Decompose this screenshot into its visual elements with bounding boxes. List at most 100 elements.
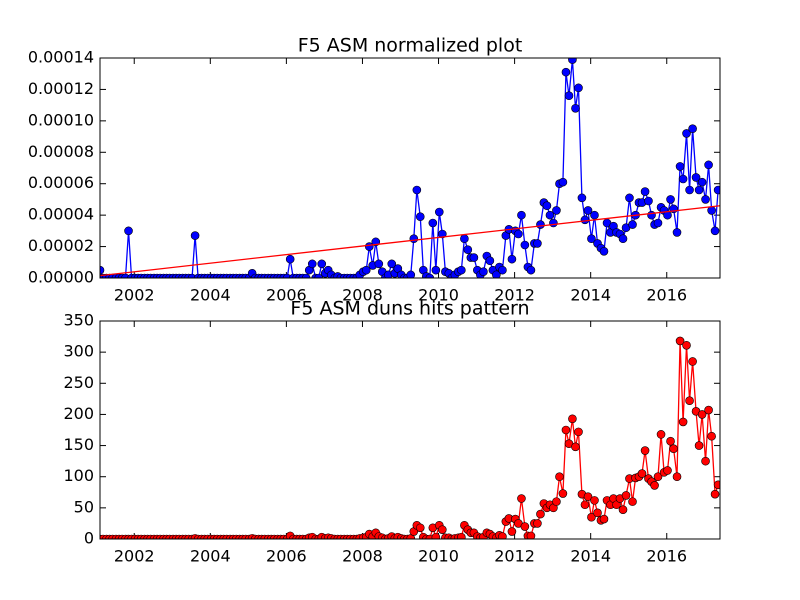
marker	[628, 497, 637, 506]
x-tick-label: 2002	[114, 286, 155, 305]
marker	[317, 259, 327, 269]
marker	[100, 265, 105, 275]
marker	[628, 220, 637, 229]
marker	[682, 129, 691, 138]
marker	[571, 103, 580, 113]
x-tick-label: 2004	[190, 286, 231, 305]
marker	[682, 340, 691, 350]
marker	[666, 436, 675, 446]
x-tick-label: 2010	[418, 547, 459, 566]
marker	[314, 273, 324, 278]
marker	[688, 124, 697, 134]
marker	[599, 246, 609, 256]
marker	[675, 336, 685, 346]
marker	[428, 218, 438, 228]
marker	[666, 195, 675, 204]
axes-frame	[99, 57, 721, 279]
y-tick-label: 0.00008	[28, 142, 94, 161]
y-tick-label: 50	[74, 497, 94, 516]
marker	[599, 514, 609, 524]
x-tick-label: 2006	[266, 547, 307, 566]
marker	[571, 442, 580, 452]
marker	[618, 505, 628, 515]
marker	[301, 273, 311, 278]
marker	[580, 500, 590, 510]
x-tick-label: 2012	[494, 286, 535, 305]
marker	[438, 525, 447, 534]
marker	[688, 357, 697, 366]
marker	[697, 177, 707, 187]
marker	[415, 523, 425, 533]
marker	[625, 193, 634, 203]
marker	[536, 220, 545, 229]
marker	[691, 173, 701, 182]
marker	[587, 234, 596, 244]
marker	[647, 210, 656, 220]
marker	[517, 494, 526, 503]
marker	[558, 177, 568, 187]
marker	[704, 405, 713, 415]
marker	[507, 254, 517, 264]
marker	[694, 441, 704, 450]
marker	[457, 532, 466, 539]
y-tick-label: 0.00004	[28, 205, 94, 224]
marker	[710, 226, 720, 236]
marker	[425, 273, 435, 278]
marker	[409, 234, 419, 244]
marker	[415, 212, 425, 222]
marker	[533, 239, 542, 248]
marker	[713, 480, 720, 490]
x-tick-label: 2012	[494, 547, 535, 566]
marker	[555, 472, 564, 482]
marker	[387, 259, 397, 269]
marker	[583, 206, 593, 215]
marker	[568, 58, 577, 64]
marker	[701, 195, 710, 204]
marker	[374, 259, 384, 269]
marker	[361, 265, 371, 275]
marker	[574, 427, 583, 437]
y-tick-label: 300	[63, 342, 94, 361]
marker	[580, 215, 590, 225]
x-tick-label: 2008	[342, 286, 383, 305]
marker	[460, 234, 469, 244]
marker	[124, 226, 133, 236]
marker	[697, 410, 707, 419]
marker	[520, 522, 530, 531]
marker	[574, 83, 583, 93]
marker	[637, 469, 647, 478]
x-tick-label: 2004	[190, 547, 231, 566]
marker	[431, 265, 441, 275]
marker	[492, 270, 501, 278]
marker	[457, 265, 466, 275]
marker	[590, 210, 599, 220]
marker	[685, 185, 694, 195]
marker	[590, 496, 599, 505]
marker	[526, 531, 536, 539]
chart-title: F5 ASM normalized plot	[298, 35, 523, 57]
marker	[640, 187, 650, 196]
plot-area	[100, 58, 720, 278]
marker	[685, 396, 694, 406]
chart-title: F5 ASM duns hits pattern	[290, 298, 529, 320]
y-tick-label: 200	[63, 404, 94, 423]
x-tick-label: 2010	[418, 286, 459, 305]
y-tick-label: 100	[63, 466, 94, 485]
marker	[558, 489, 568, 498]
marker	[517, 210, 526, 220]
marker	[656, 430, 666, 439]
marker	[498, 532, 507, 539]
y-tick-label: 150	[63, 435, 94, 454]
x-tick-label: 2014	[570, 547, 611, 566]
y-tick-label: 0.00006	[28, 173, 94, 192]
marker	[650, 481, 659, 490]
y-tick-label: 250	[63, 373, 94, 392]
marker	[593, 508, 602, 518]
marker	[621, 491, 631, 500]
marker	[549, 218, 558, 228]
x-tick-label: 2014	[570, 286, 611, 305]
marker	[704, 160, 713, 170]
y-tick-label: 0.00012	[28, 79, 94, 98]
